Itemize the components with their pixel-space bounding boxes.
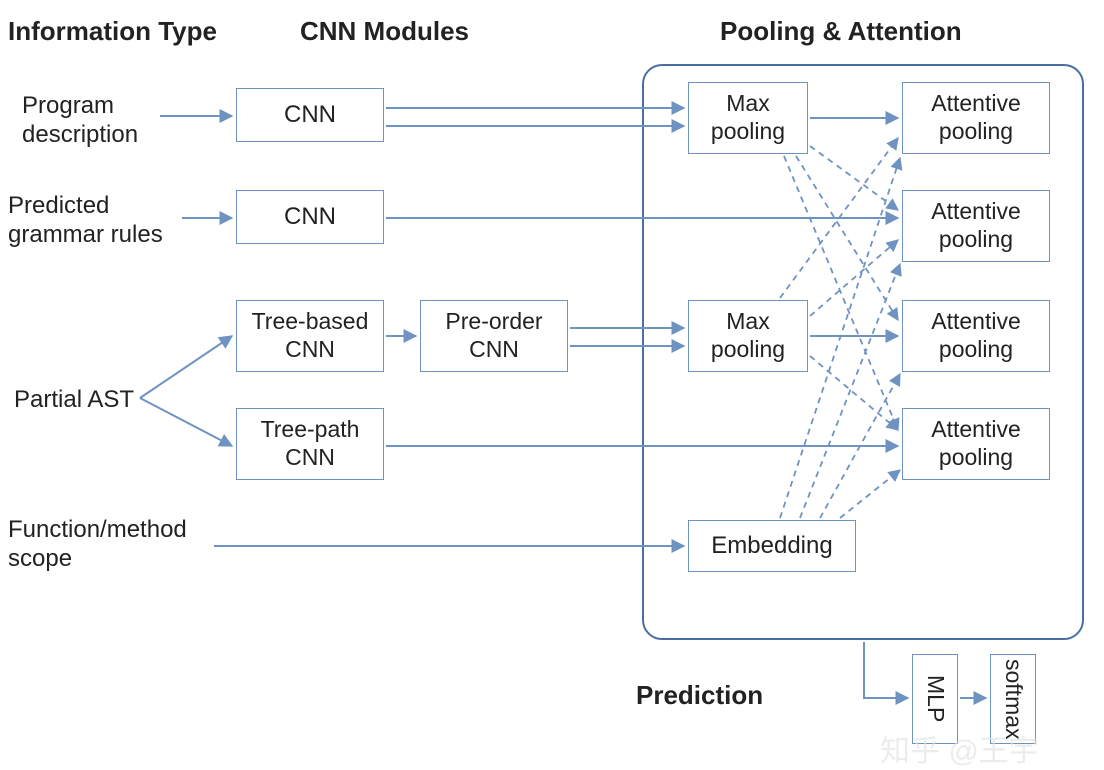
- heading-pooling-attention: Pooling & Attention: [720, 16, 962, 47]
- box-attentive-pooling-2: Attentive pooling: [902, 190, 1050, 262]
- box-preorder-cnn: Pre-order CNN: [420, 300, 568, 372]
- box-max-pooling-2: Max pooling: [688, 300, 808, 372]
- heading-prediction: Prediction: [636, 680, 763, 711]
- box-attentive-pooling-3: Attentive pooling: [902, 300, 1050, 372]
- box-softmax: softmax: [990, 654, 1036, 744]
- box-max-pooling-1: Max pooling: [688, 82, 808, 154]
- input-partial-ast: Partial AST: [14, 386, 134, 415]
- box-attentive-pooling-1: Attentive pooling: [902, 82, 1050, 154]
- box-mlp: MLP: [912, 654, 958, 744]
- input-grammar-rules: Predicted grammar rules: [8, 192, 163, 250]
- box-embedding: Embedding: [688, 520, 856, 572]
- box-tree-based-cnn: Tree-based CNN: [236, 300, 384, 372]
- heading-information-type: Information Type: [8, 16, 217, 47]
- heading-cnn-modules: CNN Modules: [300, 16, 469, 47]
- box-treepath-cnn: Tree-path CNN: [236, 408, 384, 480]
- input-function-scope: Function/method scope: [8, 516, 187, 574]
- box-attentive-pooling-4: Attentive pooling: [902, 408, 1050, 480]
- box-cnn-2: CNN: [236, 190, 384, 244]
- input-program-description: Program description: [22, 92, 138, 150]
- box-cnn-1: CNN: [236, 88, 384, 142]
